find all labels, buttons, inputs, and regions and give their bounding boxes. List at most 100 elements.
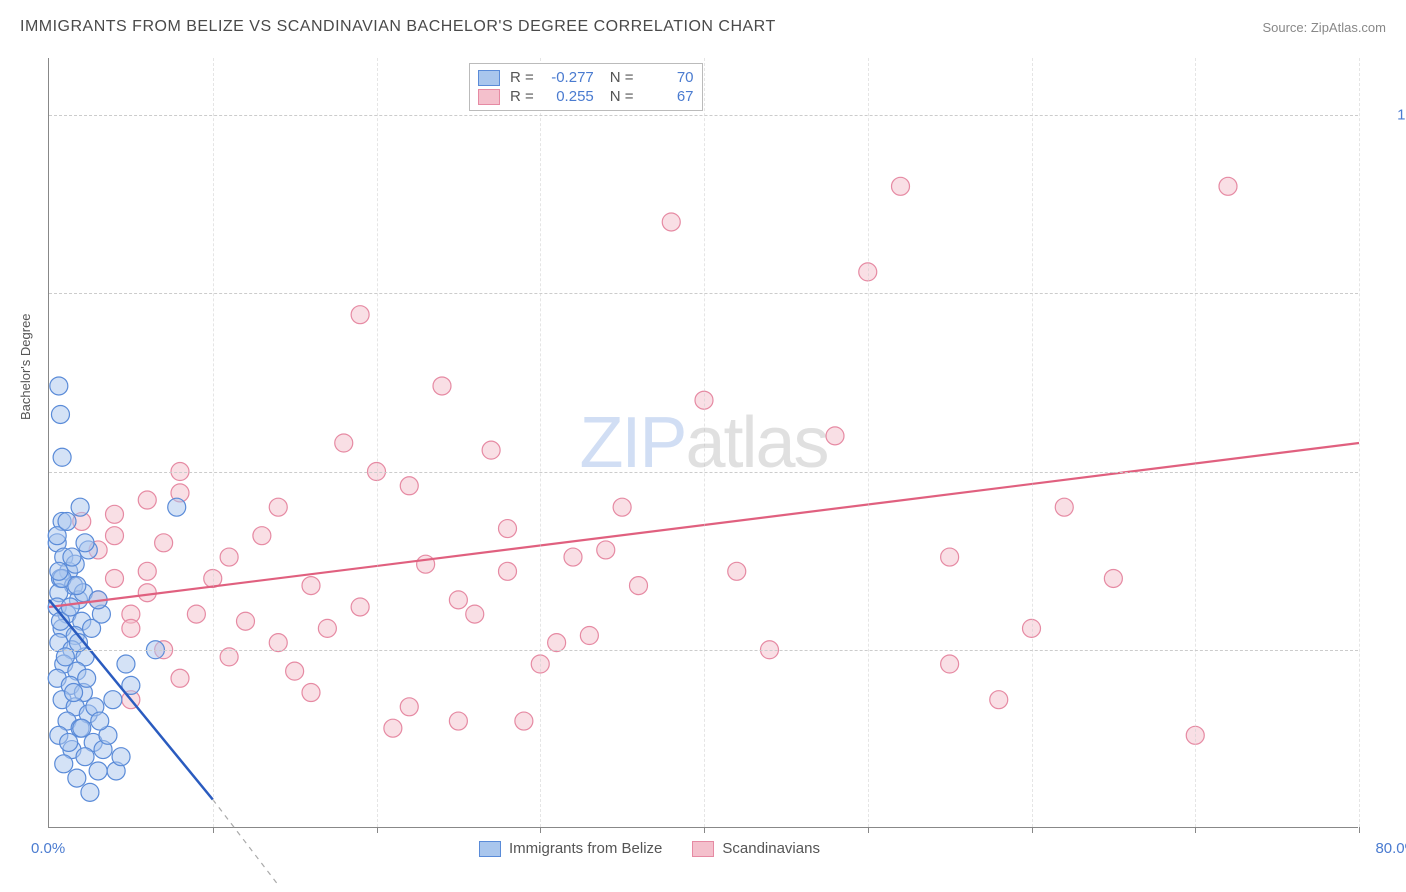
data-point [106, 527, 124, 545]
gridline-vertical [540, 58, 541, 827]
x-tick-mark [704, 827, 705, 833]
data-point [73, 719, 91, 737]
data-point [117, 655, 135, 673]
data-point [449, 712, 467, 730]
gridline-vertical [213, 58, 214, 827]
data-point [1219, 177, 1237, 195]
data-point [68, 769, 86, 787]
gridline-vertical [1032, 58, 1033, 827]
data-point [60, 733, 78, 751]
x-axis-min-label: 0.0% [31, 840, 65, 857]
data-point [106, 505, 124, 523]
scatter-chart: ZIPatlas R =-0.277 N =70 R =0.255 N =67 … [48, 58, 1358, 828]
legend-swatch-icon [479, 841, 501, 857]
data-point [253, 527, 271, 545]
legend-row-belize: R =-0.277 N =70 [478, 68, 694, 87]
data-point [138, 584, 156, 602]
data-point [61, 598, 79, 616]
x-tick-mark [1195, 827, 1196, 833]
data-point [78, 669, 96, 687]
gridline-vertical [1195, 58, 1196, 827]
data-point [104, 691, 122, 709]
data-point [466, 605, 484, 623]
source-attribution: Source: ZipAtlas.com [1262, 20, 1386, 35]
x-tick-mark [377, 827, 378, 833]
data-point [269, 498, 287, 516]
data-point [187, 605, 205, 623]
gridline-vertical [1359, 58, 1360, 827]
data-point [449, 591, 467, 609]
data-point [990, 691, 1008, 709]
data-point [168, 498, 186, 516]
data-point [417, 555, 435, 573]
data-point [55, 755, 73, 773]
data-point [662, 213, 680, 231]
data-point [1055, 498, 1073, 516]
data-point [81, 783, 99, 801]
gridline-vertical [377, 58, 378, 827]
data-point [351, 306, 369, 324]
data-point [400, 698, 418, 716]
data-point [613, 498, 631, 516]
data-point [112, 748, 130, 766]
source-link[interactable]: ZipAtlas.com [1311, 20, 1386, 35]
data-point [58, 512, 76, 530]
data-point [941, 548, 959, 566]
data-point [826, 427, 844, 445]
data-point [499, 562, 517, 580]
data-point [220, 548, 238, 566]
data-point [68, 577, 86, 595]
legend-item-belize: Immigrants from Belize [479, 840, 662, 857]
series-legend: Immigrants from Belize Scandinavians [479, 840, 820, 857]
y-tick-label: 25.0% [1368, 641, 1406, 658]
data-point [580, 627, 598, 645]
data-point [138, 491, 156, 509]
data-point [728, 562, 746, 580]
legend-swatch-belize [478, 70, 500, 86]
data-point [351, 598, 369, 616]
data-point [71, 498, 89, 516]
y-axis-label: Bachelor's Degree [18, 313, 33, 420]
data-point [138, 562, 156, 580]
x-tick-mark [1359, 827, 1360, 833]
data-point [515, 712, 533, 730]
data-point [237, 612, 255, 630]
data-point [384, 719, 402, 737]
data-point [155, 534, 173, 552]
data-point [171, 669, 189, 687]
data-point [50, 377, 68, 395]
x-tick-mark [213, 827, 214, 833]
data-point [302, 684, 320, 702]
data-point [892, 177, 910, 195]
legend-item-scandinavian: Scandinavians [692, 840, 820, 857]
correlation-legend: R =-0.277 N =70 R =0.255 N =67 [469, 63, 703, 111]
data-point [318, 619, 336, 637]
data-point [51, 405, 69, 423]
data-point [335, 434, 353, 452]
gridline-vertical [868, 58, 869, 827]
x-tick-mark [868, 827, 869, 833]
data-point [53, 448, 71, 466]
data-point [286, 662, 304, 680]
data-point [597, 541, 615, 559]
data-point [433, 377, 451, 395]
data-point [630, 577, 648, 595]
data-point [482, 441, 500, 459]
legend-swatch-icon [692, 841, 714, 857]
data-point [122, 619, 140, 637]
data-point [63, 548, 81, 566]
y-tick-label: 100.0% [1368, 107, 1406, 124]
trend-line-belize-extrapolated [213, 799, 279, 885]
legend-row-scandinavian: R =0.255 N =67 [478, 87, 694, 106]
x-tick-mark [540, 827, 541, 833]
data-point [941, 655, 959, 673]
data-point [76, 534, 94, 552]
data-point [76, 748, 94, 766]
x-tick-mark [1032, 827, 1033, 833]
data-point [302, 577, 320, 595]
gridline-vertical [704, 58, 705, 827]
x-axis-max-label: 80.0% [1375, 840, 1406, 857]
data-point [499, 520, 517, 538]
legend-swatch-scandinavian [478, 89, 500, 105]
data-point [564, 548, 582, 566]
